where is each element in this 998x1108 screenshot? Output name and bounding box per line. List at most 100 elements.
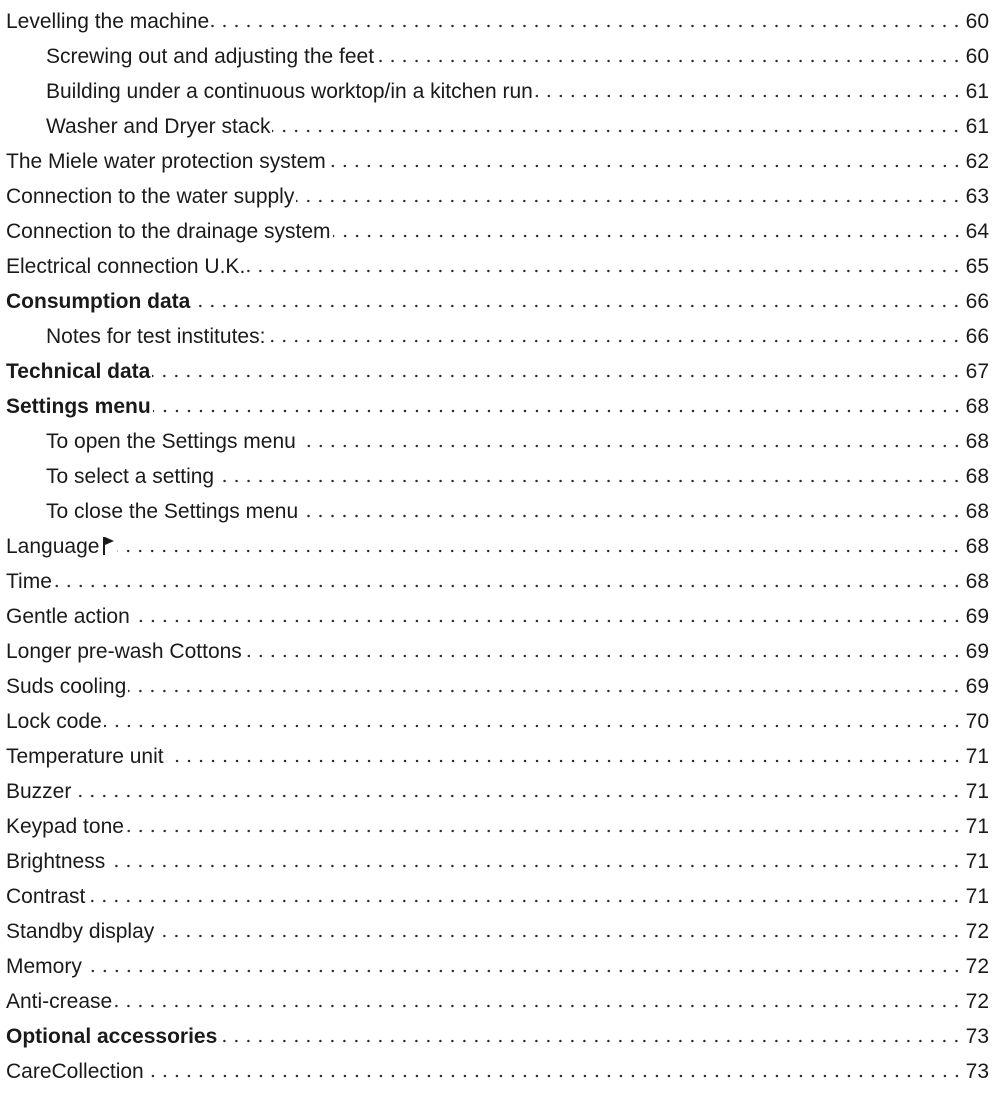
toc-entry-label: Time — [6, 570, 52, 593]
toc-entry-label: Keypad tone — [6, 815, 124, 838]
toc-entry-optional-accessories[interactable]: Optional accessories 73 — [6, 1015, 989, 1049]
toc-entry-page-number: 72 — [965, 920, 989, 943]
toc-entry-page-number: 68 — [965, 465, 989, 488]
toc-entry-washer-dryer-stack[interactable]: Washer and Dryer stack 61 — [46, 105, 989, 139]
toc-entry-page-number: 68 — [965, 395, 989, 418]
toc-entry-page-number: 71 — [965, 745, 989, 768]
toc-entry-time[interactable]: Time 68 — [6, 560, 989, 594]
toc-entry-standby-display[interactable]: Standby display 72 — [6, 910, 989, 944]
toc-entry-label: Building under a continuous worktop/in a… — [46, 80, 533, 103]
toc-entry-label: Memory — [6, 955, 82, 978]
toc-entry-page-number: 66 — [965, 290, 989, 313]
dot-leader — [103, 723, 963, 729]
toc-entry-label: Buzzer — [6, 780, 72, 803]
toc-entry-label: Gentle action — [6, 605, 130, 628]
toc-entry-label: To open the Settings menu — [46, 430, 296, 453]
toc-entry-water-supply[interactable]: Connection to the water supply 63 — [6, 175, 989, 209]
toc-entry-page-number: 71 — [965, 780, 989, 803]
toc-entry-label: To close the Settings menu — [46, 500, 299, 523]
dot-leader — [125, 828, 963, 834]
toc-entry-page-number: 60 — [965, 45, 989, 68]
toc-entry-page-number: 67 — [965, 360, 989, 383]
toc-entry-language[interactable]: Language 68 — [6, 525, 989, 559]
dot-leader — [83, 968, 963, 974]
dot-leader — [107, 863, 963, 869]
toc-entry-keypad-tone[interactable]: Keypad tone 71 — [6, 805, 989, 839]
toc-entry-anti-crease[interactable]: Anti-crease 72 — [6, 980, 989, 1014]
toc-entry-page-number: 71 — [965, 815, 989, 838]
toc-entry-page-number: 61 — [965, 115, 989, 138]
toc-entry-buzzer[interactable]: Buzzer 71 — [6, 770, 989, 804]
toc-entry-suds-cooling[interactable]: Suds cooling 69 — [6, 665, 989, 699]
dot-leader — [131, 618, 963, 624]
toc-entry-page-number: 68 — [965, 500, 989, 523]
toc-entry-close-settings-menu[interactable]: To close the Settings menu 68 — [46, 490, 989, 524]
toc-entry-brightness[interactable]: Brightness 71 — [6, 840, 989, 874]
toc-entry-consumption-data[interactable]: Consumption data 66 — [6, 280, 989, 314]
toc-entry-carecollection[interactable]: CareCollection 73 — [6, 1050, 989, 1084]
toc-entry-page-number: 60 — [965, 10, 989, 33]
toc-entry-electrical-connection[interactable]: Electrical connection U.K. 65 — [6, 245, 989, 279]
toc-entry-page-number: 66 — [965, 325, 989, 348]
toc-entry-notes-test-institutes[interactable]: Notes for test institutes: 66 — [46, 315, 989, 349]
dot-leader — [87, 898, 963, 904]
dot-leader — [219, 1038, 963, 1044]
dot-leader — [376, 58, 963, 64]
dot-leader — [156, 933, 963, 939]
toc-entry-lock-code[interactable]: Lock code 70 — [6, 700, 989, 734]
toc-entry-page-number: 70 — [965, 710, 989, 733]
toc-entry-page-number: 71 — [965, 850, 989, 873]
toc-entry-page-number: 73 — [965, 1060, 989, 1083]
toc-entry-label: Settings menu — [6, 395, 151, 418]
dot-leader — [300, 513, 963, 519]
dot-leader — [297, 443, 963, 449]
toc-entry-page-number: 63 — [965, 185, 989, 208]
dot-leader — [145, 1073, 963, 1079]
dot-leader — [216, 478, 963, 484]
toc-entry-label: CareCollection — [6, 1060, 144, 1083]
toc-entry-page-number: 69 — [965, 675, 989, 698]
toc-entry-label: Standby display — [6, 920, 155, 943]
dot-leader — [128, 688, 963, 694]
toc-entry-label: Anti-crease — [6, 990, 113, 1013]
toc-entry-label: Connection to the water supply — [6, 185, 295, 208]
toc-entry-contrast[interactable]: Contrast 71 — [6, 875, 989, 909]
toc-entry-label: Consumption data — [6, 290, 191, 313]
toc-entry-longer-pre-wash[interactable]: Longer pre-wash Cottons 69 — [6, 630, 989, 664]
toc-entry-building-under-worktop[interactable]: Building under a continuous worktop/in a… — [46, 70, 989, 104]
toc-entry-page-number: 62 — [965, 150, 989, 173]
flag-icon — [103, 537, 115, 555]
toc-entry-label: Levelling the machine — [6, 10, 210, 33]
toc-entry-page-number: 71 — [965, 885, 989, 908]
toc-entry-screwing-out-feet[interactable]: Screwing out and adjusting the feet 60 — [46, 35, 989, 69]
dot-leader — [73, 793, 963, 799]
toc-entry-levelling-the-machine[interactable]: Levelling the machine 60 — [6, 0, 989, 34]
toc-entry-label: Screwing out and adjusting the feet — [46, 45, 375, 68]
dot-leader — [272, 128, 963, 134]
toc-entry-label: Optional accessories — [6, 1025, 218, 1048]
toc-entry-label: Technical data — [6, 360, 151, 383]
dot-leader — [243, 653, 963, 659]
toc-entry-label: Notes for test institutes: — [46, 325, 266, 348]
dot-leader — [534, 93, 963, 99]
toc-entry-water-protection-system[interactable]: The Miele water protection system 62 — [6, 140, 989, 174]
toc-entry-page-number: 69 — [965, 605, 989, 628]
toc-entry-label-with-icon: Language — [6, 535, 117, 559]
dot-leader — [165, 758, 963, 764]
toc-entry-drainage-system[interactable]: Connection to the drainage system 64 — [6, 210, 989, 244]
toc-entry-gentle-action[interactable]: Gentle action 69 — [6, 595, 989, 629]
toc-entry-page-number: 72 — [965, 955, 989, 978]
toc-entry-temperature-unit[interactable]: Temperature unit 71 — [6, 735, 989, 769]
toc-entry-label: Temperature unit — [6, 745, 164, 768]
toc-entry-technical-data[interactable]: Technical data 67 — [6, 350, 989, 384]
toc-entry-memory[interactable]: Memory 72 — [6, 945, 989, 979]
toc-entry-open-settings-menu[interactable]: To open the Settings menu 68 — [46, 420, 989, 454]
toc-entry-settings-menu[interactable]: Settings menu 68 — [6, 385, 989, 419]
toc-entry-label: Brightness — [6, 850, 106, 873]
dot-leader — [267, 338, 963, 344]
toc-entry-label: Connection to the drainage system — [6, 220, 331, 243]
toc-entry-select-setting[interactable]: To select a setting 68 — [46, 455, 989, 489]
dot-leader — [53, 583, 963, 589]
toc-entry-label: Contrast — [6, 885, 86, 908]
